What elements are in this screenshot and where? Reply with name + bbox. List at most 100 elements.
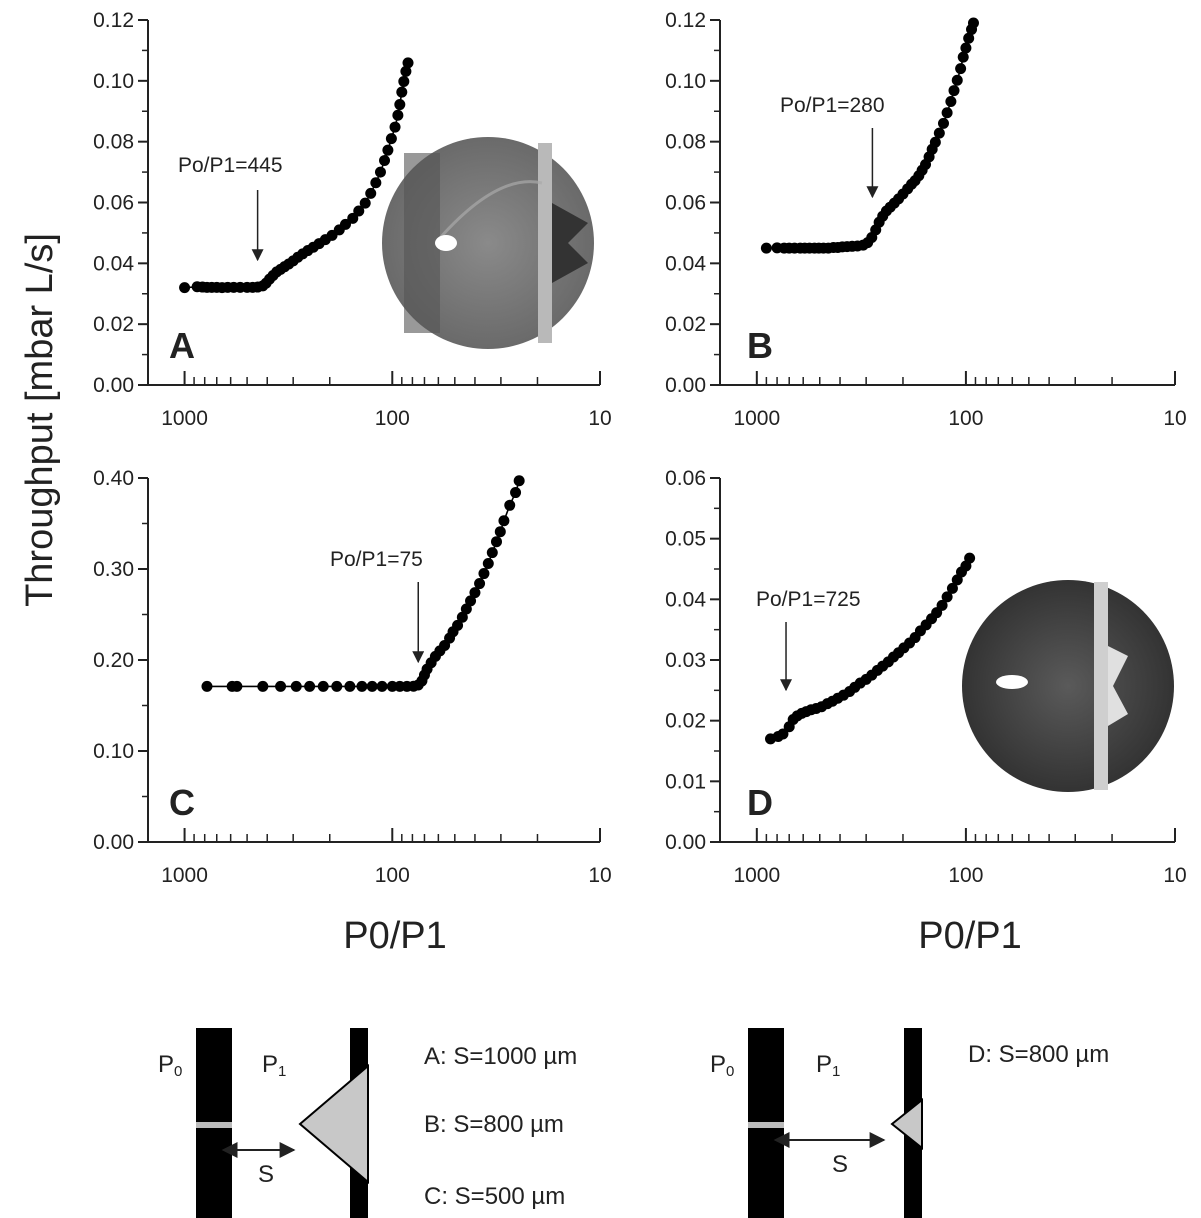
y-tick-label: 0.20 [93, 649, 134, 672]
series-line [207, 480, 520, 688]
panel-letter: A [169, 325, 195, 366]
y-tick-label: 0.06 [665, 467, 706, 490]
inset-jet-spot [996, 675, 1028, 689]
p0-label-left: P0 [158, 1051, 182, 1080]
x-tick-label: 1000 [733, 864, 780, 887]
y-tick-label: 0.00 [93, 831, 134, 854]
x-tick-label: 100 [948, 864, 983, 887]
data-point [392, 109, 404, 121]
schematic-left: P0 P1 S A: S=1000 µm B: S=800 µm C: S=50… [158, 1028, 577, 1218]
inset-skimmer-shape [1108, 646, 1128, 726]
data-point [474, 578, 486, 590]
data-point [376, 680, 388, 692]
panel-C: 0.00 0.10 0.20 0.30 0.40 1000 100 10 Po/P1=75 C [93, 467, 612, 887]
y-tick-label: 0.02 [665, 313, 706, 336]
data-point [359, 197, 371, 209]
data-point [936, 599, 948, 611]
onset-annotation: Po/P1=725 [756, 588, 861, 611]
spacing-d: D: S=800 µm [968, 1041, 1109, 1068]
panel-D: 0.00 0.01 0.02 0.03 0.04 0.05 0.06 1000 100 10 Po/… [665, 467, 1187, 887]
data-point [951, 74, 963, 86]
data-point [370, 177, 382, 189]
data-point [760, 242, 772, 254]
data-point [937, 117, 949, 129]
y-tick-label: 0.06 [93, 192, 134, 215]
data-point [941, 107, 953, 119]
data-point [339, 218, 351, 230]
panel-B: 0.00 0.02 0.04 0.06 0.08 0.10 0.12 1000 100 10 Po/… [665, 9, 1187, 430]
y-tick-label: 0.04 [665, 252, 706, 275]
x-tick-label: 10 [588, 864, 611, 887]
inset-disc [962, 580, 1174, 792]
x-axis-title-right: P0/P1 [918, 915, 1022, 957]
data-point [955, 63, 967, 75]
data-point [331, 680, 343, 692]
x-tick-label: 100 [375, 407, 410, 430]
y-tick-label: 0.12 [665, 9, 706, 32]
inset-image-A [382, 137, 594, 349]
data-point [510, 487, 522, 499]
y-tick-label: 0.05 [665, 528, 706, 551]
data-point [494, 526, 506, 538]
data-point [967, 17, 979, 29]
x-axis-title-left-text: P0/P1 [343, 915, 447, 957]
x-axis-title-right-text: P0/P1 [918, 915, 1022, 957]
data-point [777, 728, 789, 740]
y-tick-label: 0.10 [665, 70, 706, 93]
data-point [960, 42, 972, 54]
x-tick-label: 1000 [161, 864, 208, 887]
data-point [490, 536, 502, 548]
y-tick-label: 0.06 [665, 192, 706, 215]
data-point [379, 155, 391, 167]
data-point [382, 144, 394, 156]
inset-skimmer-wall [538, 143, 552, 343]
data-point [389, 121, 401, 133]
onset-annotation: Po/P1=280 [780, 94, 885, 117]
data-point [504, 499, 516, 511]
inset-skimmer-wall [1094, 582, 1108, 790]
y-tick-label: 0.02 [93, 313, 134, 336]
data-point [469, 587, 481, 599]
y-tick-label: 0.08 [665, 131, 706, 154]
data-point [963, 32, 975, 44]
x-tick-label: 1000 [161, 407, 208, 430]
p1-label-left: P1 [262, 1051, 286, 1080]
data-point [456, 611, 468, 623]
data-point [290, 680, 302, 692]
inset-jet-spot [435, 235, 457, 251]
data-point [394, 99, 406, 111]
data-point [396, 86, 408, 98]
data-point [179, 282, 191, 294]
x-tick-label: 100 [375, 864, 410, 887]
inset-shock-front [438, 180, 543, 239]
chart-panels: 0.00 0.02 0.04 0.06 0.08 0.10 0.12 1000 100 10 Po/… [93, 9, 1187, 887]
data-point [366, 680, 378, 692]
data-point [374, 166, 386, 178]
y-tick-label: 0.12 [93, 9, 134, 32]
data-point [933, 127, 945, 139]
panel-letter: D [747, 782, 773, 823]
data-point [365, 187, 377, 199]
panel-letter: B [747, 325, 773, 366]
x-tick-label: 10 [1163, 864, 1186, 887]
schematic-right: P0 P1 S D: S=800 µm [710, 1028, 1109, 1218]
y-tick-label: 0.40 [93, 467, 134, 490]
y-tick-label: 0.01 [665, 770, 706, 793]
s-label-right: S [832, 1151, 848, 1178]
y-tick-label: 0.04 [665, 588, 706, 611]
data-point [402, 57, 414, 69]
data-point [460, 603, 472, 615]
data-point [304, 680, 316, 692]
p1-label-right: P1 [816, 1051, 840, 1080]
s-label-left: S [258, 1161, 274, 1188]
data-point [398, 75, 410, 87]
data-point [957, 51, 969, 63]
spacing-a: A: S=1000 µm [424, 1043, 577, 1070]
y-tick-label: 0.00 [93, 374, 134, 397]
spacing-b: B: S=800 µm [424, 1111, 564, 1138]
data-point [929, 136, 941, 148]
data-point [482, 558, 494, 570]
y-tick-label: 0.00 [665, 831, 706, 854]
p0-label-right: P0 [710, 1051, 734, 1080]
